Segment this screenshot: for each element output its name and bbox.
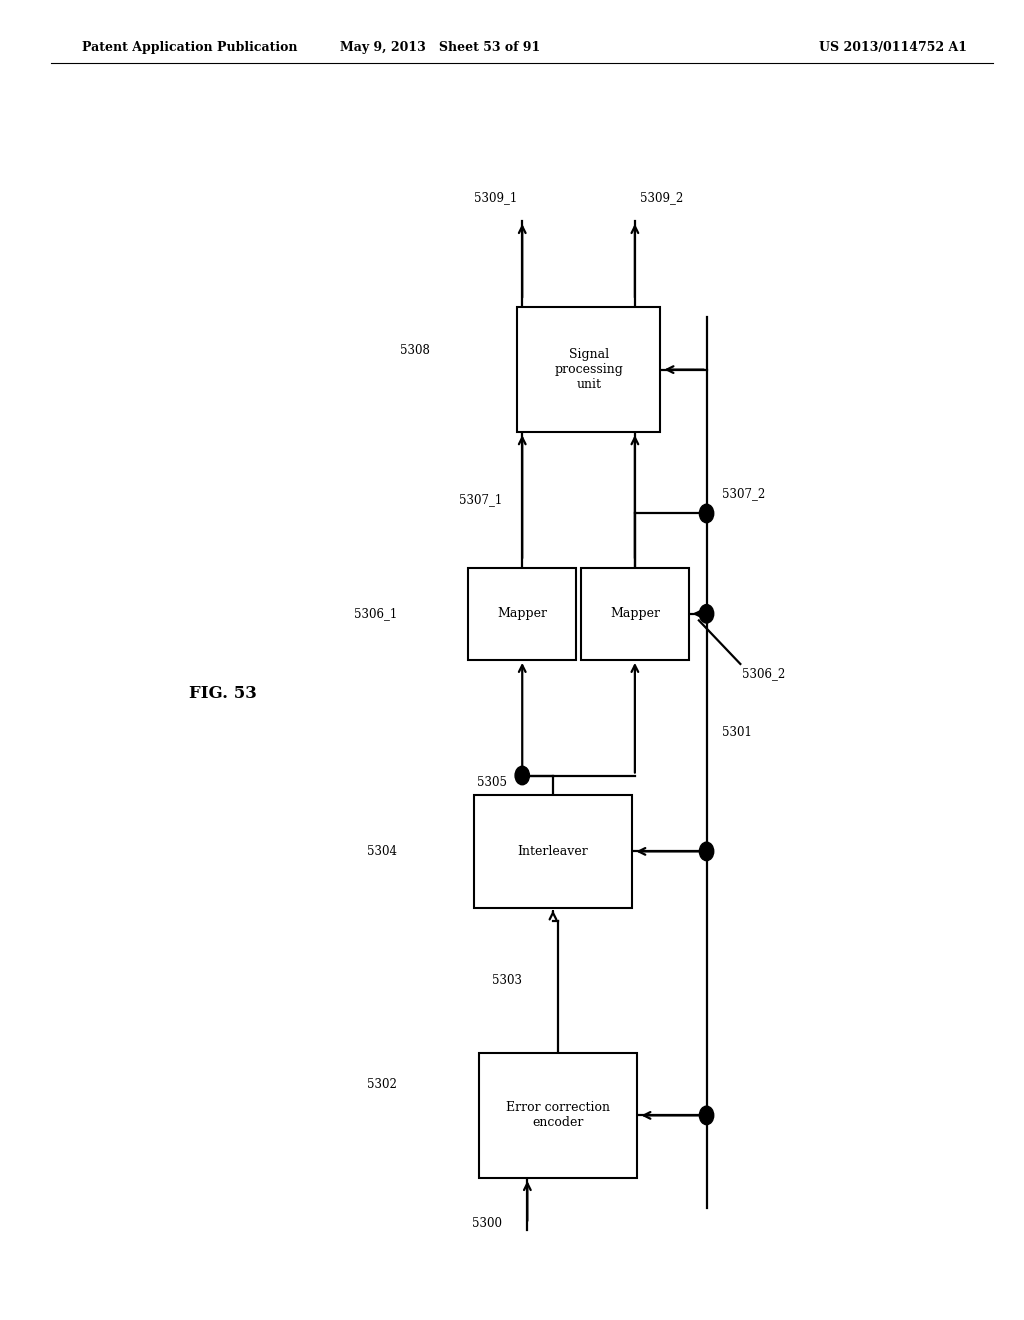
Text: Error correction
encoder: Error correction encoder [506,1101,610,1130]
Text: 5303: 5303 [493,974,522,986]
Circle shape [699,1106,714,1125]
Text: Mapper: Mapper [498,607,547,620]
Bar [479,1053,637,1177]
Bar [582,568,688,660]
Circle shape [515,766,529,784]
Text: 5306_1: 5306_1 [353,607,397,620]
Text: 5302: 5302 [367,1077,397,1090]
Bar [473,795,633,908]
Text: May 9, 2013   Sheet 53 of 91: May 9, 2013 Sheet 53 of 91 [340,41,541,54]
Text: Interleaver: Interleaver [517,845,589,858]
Text: Patent Application Publication: Patent Application Publication [82,41,297,54]
Circle shape [699,842,714,861]
Text: 5301: 5301 [722,726,752,739]
Text: FIG. 53: FIG. 53 [189,685,257,701]
Bar [469,568,575,660]
Text: 5309_1: 5309_1 [474,191,517,203]
Text: 5304: 5304 [367,845,397,858]
Text: 5300: 5300 [472,1217,502,1230]
Text: 5307_1: 5307_1 [459,494,502,507]
Text: 5305: 5305 [477,776,507,788]
Circle shape [699,605,714,623]
Circle shape [699,504,714,523]
Text: Mapper: Mapper [610,607,659,620]
Text: US 2013/0114752 A1: US 2013/0114752 A1 [819,41,968,54]
Text: Signal
processing
unit: Signal processing unit [554,348,624,391]
Text: 5307_2: 5307_2 [722,487,765,500]
Text: 5309_2: 5309_2 [640,191,683,203]
Bar [517,308,660,433]
Text: 5306_2: 5306_2 [742,667,785,680]
Text: 5308: 5308 [400,345,430,358]
